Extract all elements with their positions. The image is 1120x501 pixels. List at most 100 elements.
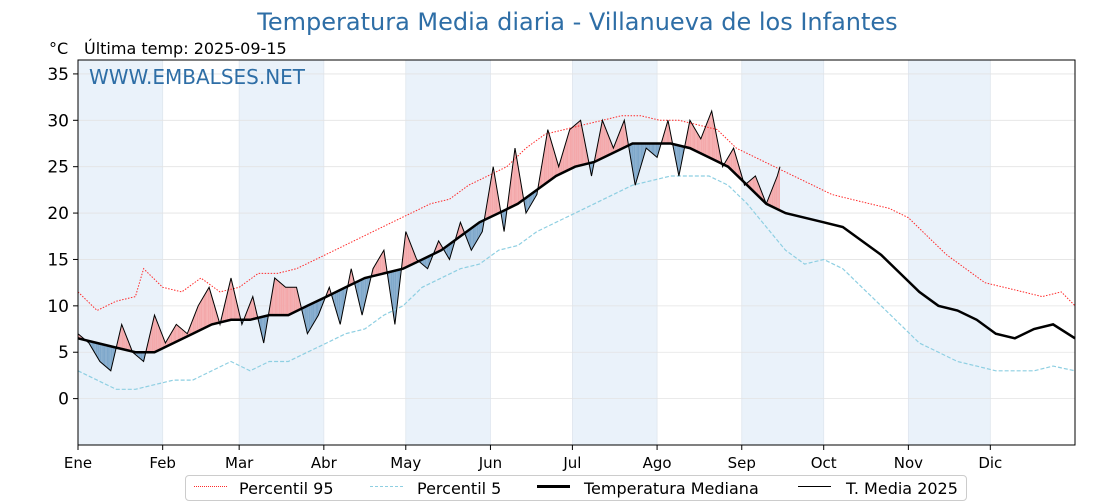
y-tick-label-30: 30	[47, 111, 69, 131]
below-median-fill	[103, 344, 106, 367]
above-median-fill	[173, 326, 175, 343]
below-median-fill	[312, 302, 315, 325]
x-tick-label-Mar: Mar	[225, 454, 254, 472]
above-median-fill	[154, 315, 156, 353]
above-median-fill	[281, 283, 283, 316]
below-median-fill	[469, 228, 472, 251]
below-median-fill	[90, 341, 92, 348]
below-median-fill	[636, 143, 638, 181]
above-median-fill	[605, 127, 607, 157]
month-band-Nov	[908, 60, 991, 445]
above-median-fill	[405, 231, 408, 268]
below-median-fill	[633, 143, 636, 186]
below-median-fill	[474, 225, 476, 246]
month-band-Mar	[239, 60, 324, 445]
watermark: WWW.EMBALSES.NET	[89, 65, 306, 89]
above-median-fill	[708, 114, 711, 159]
above-median-fill	[121, 324, 124, 350]
above-median-fill	[732, 148, 734, 172]
last-temp-label: Última temp: 2025-09-15	[84, 39, 287, 58]
above-median-fill	[730, 150, 733, 171]
below-median-fill	[448, 244, 450, 260]
below-median-fill	[139, 352, 141, 360]
x-tick-label-Feb: Feb	[149, 454, 176, 472]
axes: 0 5 10 15 20 25 30 35 Ene Feb Mar Abr May Jun Jul Ago Se…	[47, 59, 1076, 472]
month-band-Jul	[572, 60, 658, 445]
y-tick-label-20: 20	[47, 204, 69, 224]
above-median-fill	[288, 287, 290, 316]
below-median-fill	[306, 305, 308, 334]
above-median-fill	[196, 305, 199, 332]
legend-label-p5: Percentil 5	[417, 479, 502, 498]
above-median-fill	[546, 129, 548, 183]
below-median-fill	[105, 344, 107, 368]
above-median-fill	[756, 179, 759, 196]
above-median-fill	[157, 322, 159, 351]
x-tick-label-Ene: Ene	[64, 454, 92, 472]
above-median-fill	[620, 127, 622, 150]
month-band-Sep	[741, 60, 824, 445]
above-median-fill	[180, 327, 182, 340]
above-median-fill	[177, 325, 180, 341]
x-tick-label-Abr: Abr	[311, 454, 338, 472]
above-median-fill	[155, 318, 158, 352]
above-median-fill	[378, 257, 380, 275]
above-median-fill	[250, 300, 252, 320]
below-median-fill	[95, 342, 98, 357]
above-median-fill	[198, 303, 200, 332]
above-median-fill	[777, 171, 779, 210]
above-median-fill	[710, 111, 712, 159]
above-median-fill	[707, 117, 709, 158]
above-median-fill	[663, 129, 666, 144]
below-median-fill	[106, 345, 109, 369]
below-median-fill	[423, 258, 425, 267]
above-median-fill	[547, 129, 550, 182]
below-median-fill	[317, 300, 319, 318]
below-median-fill	[367, 277, 369, 292]
above-median-fill	[550, 138, 552, 180]
above-median-fill	[691, 122, 693, 150]
above-median-fill	[251, 296, 253, 320]
above-median-fill	[596, 141, 599, 161]
above-median-fill	[565, 138, 567, 172]
above-median-fill	[181, 329, 184, 339]
y-unit-label: °C	[49, 39, 69, 58]
above-median-fill	[379, 254, 382, 275]
x-tick-label-Sep: Sep	[728, 454, 756, 472]
below-median-fill	[359, 280, 361, 310]
above-median-fill	[497, 191, 499, 214]
above-median-fill	[273, 278, 275, 316]
above-median-fill	[752, 177, 755, 192]
above-median-fill	[545, 137, 547, 184]
above-median-fill	[206, 289, 208, 328]
above-median-fill	[755, 175, 757, 195]
below-median-fill	[262, 316, 264, 343]
above-median-fill	[774, 179, 776, 209]
below-median-fill	[392, 271, 394, 316]
above-median-fill	[698, 134, 700, 153]
above-median-fill	[606, 130, 608, 157]
legend-label-median: Temperatura Mediana	[584, 479, 759, 498]
below-median-fill	[527, 195, 529, 211]
above-median-fill	[751, 178, 753, 191]
above-median-fill	[666, 120, 669, 144]
above-median-fill	[770, 189, 772, 207]
above-median-fill	[601, 120, 603, 159]
x-tick-label-Dic: Dic	[978, 454, 1002, 472]
month-band-Ene	[78, 60, 163, 445]
below-median-fill	[102, 344, 104, 365]
below-median-fill	[315, 301, 318, 320]
y-tick-label-15: 15	[47, 250, 69, 270]
above-median-fill	[407, 235, 409, 267]
above-median-fill	[699, 136, 701, 154]
y-tick-label-0: 0	[58, 390, 69, 410]
above-median-fill	[603, 123, 606, 158]
above-median-fill	[128, 341, 130, 351]
below-median-fill	[397, 269, 399, 302]
below-median-fill	[528, 194, 531, 209]
above-median-fill	[700, 135, 703, 155]
above-median-fill	[289, 287, 292, 315]
below-median-fill	[303, 307, 305, 323]
below-median-fill	[142, 352, 144, 362]
above-median-fill	[295, 287, 297, 312]
